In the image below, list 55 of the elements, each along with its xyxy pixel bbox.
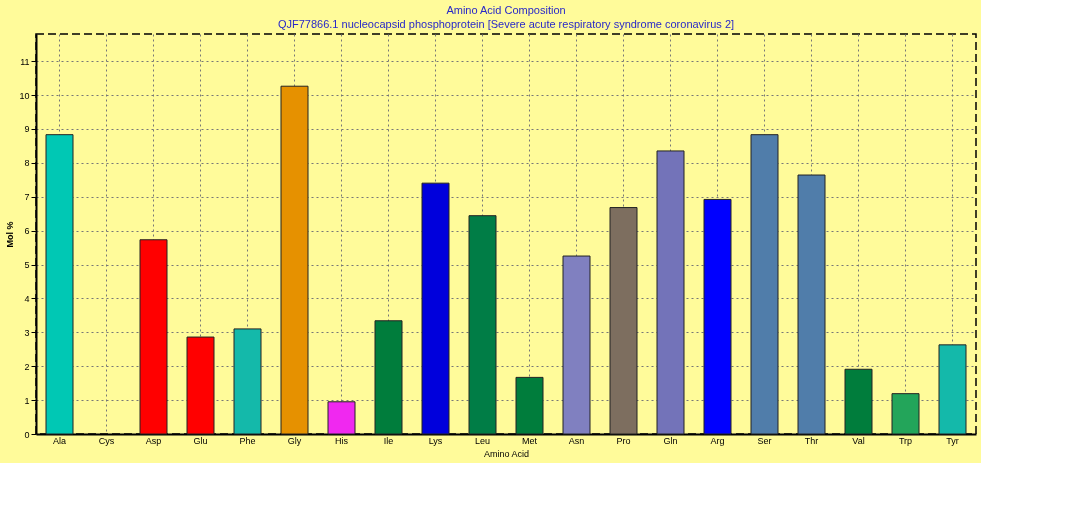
bar	[797, 174, 826, 435]
x-tick-label: Val	[852, 435, 865, 446]
y-axis-title: Mol %	[5, 221, 16, 248]
chart-title: Amino Acid Composition	[446, 4, 566, 16]
chart-subtitle: QJF77866.1 nucleocapsid phosphoprotein [Severe acute respiratory syndrome coronavirus 2]	[277, 18, 735, 30]
y-tick-label: 6	[24, 226, 30, 237]
y-tick-label: 7	[24, 192, 30, 203]
bar	[609, 207, 638, 435]
y-tick-label: 8	[24, 158, 30, 169]
bar	[938, 344, 967, 435]
x-tick-label: Ile	[383, 435, 394, 446]
bar	[421, 182, 450, 435]
x-tick-label: Trp	[898, 435, 913, 446]
y-tick-label: 10	[19, 90, 30, 101]
x-tick-label: Met	[521, 435, 538, 446]
bar	[656, 150, 685, 435]
x-tick-label: Ser	[757, 435, 772, 446]
x-tick-label: Asp	[145, 435, 162, 446]
y-tick-label: 3	[24, 327, 30, 338]
bar	[280, 85, 309, 435]
bar	[515, 376, 544, 435]
bar	[233, 328, 262, 435]
x-tick-label: Lys	[428, 435, 443, 446]
y-tick-label: 0	[24, 429, 30, 440]
x-tick-label: Gln	[663, 435, 678, 446]
x-tick-label: Thr	[804, 435, 819, 446]
bar	[844, 368, 873, 435]
bar	[891, 393, 920, 435]
x-tick-label: Leu	[474, 435, 491, 446]
y-tick-label: 9	[24, 124, 30, 135]
bar	[703, 198, 732, 435]
y-tick-label: 2	[24, 361, 30, 372]
y-tick-label: 4	[24, 293, 30, 304]
y-tick-label: 1	[24, 395, 30, 406]
x-axis-title: Amino Acid	[483, 448, 530, 459]
y-tick-label: 11	[20, 56, 30, 67]
x-tick-label: Ala	[52, 435, 67, 446]
x-tick-label: Glu	[193, 435, 208, 446]
bar	[468, 215, 497, 435]
bar	[327, 401, 356, 435]
bar	[562, 255, 591, 435]
x-tick-label: Cys	[98, 435, 115, 446]
x-tick-label: His	[335, 435, 349, 446]
bar	[374, 320, 403, 435]
x-tick-label: Gly	[287, 435, 302, 446]
x-tick-label: Phe	[239, 435, 256, 446]
bar	[750, 134, 779, 435]
x-tick-label: Arg	[710, 435, 725, 446]
bar	[139, 239, 168, 435]
x-tick-label: Asn	[568, 435, 585, 446]
bar	[186, 336, 215, 435]
y-tick-label: 5	[24, 260, 30, 271]
x-tick-label: Tyr	[946, 435, 959, 446]
x-tick-label: Pro	[616, 435, 631, 446]
bar	[45, 134, 74, 435]
